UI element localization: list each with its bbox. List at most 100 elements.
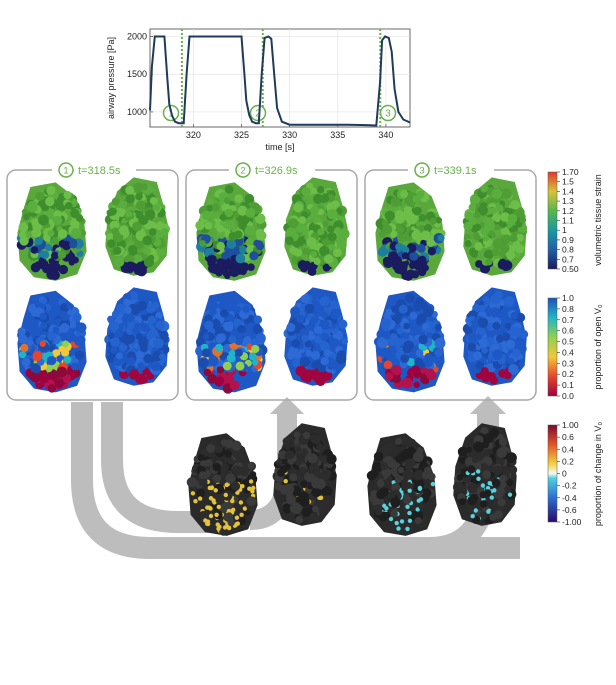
alveolus-particle [247, 462, 255, 470]
alveolus-particle [234, 194, 243, 203]
alveolus-particle [313, 372, 324, 383]
alveolus-particle [423, 224, 433, 233]
alveolus-particle [235, 253, 246, 264]
alveolus-particle [416, 190, 425, 199]
alveolus-particle [389, 333, 398, 342]
x-tick-label: 335 [330, 130, 345, 140]
lung-change-2to3-side [453, 423, 518, 526]
alveolus-particle [251, 344, 260, 354]
alveolus-particle [486, 509, 491, 514]
alveolus-particle [39, 312, 47, 321]
alveolus-particle [322, 263, 331, 272]
alveolus-particle [34, 301, 42, 308]
alveolus-particle [324, 469, 331, 476]
alveolus-particle [406, 462, 414, 470]
alveolus-particle [203, 518, 208, 523]
alveolus-particle [413, 302, 423, 312]
alveolus-particle [219, 213, 227, 221]
alveolus-particle [406, 438, 417, 449]
alveolus-particle [491, 248, 500, 257]
alveolus-particle [485, 486, 491, 491]
alveolus-particle [503, 371, 512, 380]
alveolus-particle [132, 221, 143, 232]
alveolus-particle [108, 207, 117, 216]
colorbar-tick-label: 1.2 [562, 206, 574, 216]
alveolus-particle [240, 484, 245, 489]
alveolus-particle [18, 222, 29, 233]
alveolus-particle [480, 226, 490, 236]
alveolus-particle [405, 504, 410, 509]
alveolus-particle [118, 225, 129, 236]
alveolus-particle [392, 374, 401, 384]
alveolus-particle [207, 505, 212, 510]
alveolus-particle [21, 357, 31, 367]
alveolus-particle [385, 372, 394, 381]
alveolus-particle [321, 311, 328, 319]
alveolus-particle [221, 252, 229, 260]
alveolus-particle [135, 374, 146, 385]
alveolus-particle [398, 304, 408, 314]
snapshot-time-label: t=339.1s [434, 165, 477, 177]
lung-strain-front [16, 182, 87, 281]
alveolus-particle [434, 337, 446, 349]
alveolus-particle [224, 222, 232, 230]
lung-open-front [373, 290, 446, 393]
alveolus-particle [125, 185, 135, 195]
alveolus-particle [418, 214, 427, 222]
alveolus-particle [216, 224, 225, 233]
alveolus-particle [276, 468, 285, 477]
alveolus-particle [430, 481, 436, 487]
alveolus-particle [242, 506, 248, 511]
alveolus-particle [481, 347, 488, 354]
alveolus-particle [301, 334, 309, 343]
alveolus-particle [366, 470, 377, 481]
alveolus-particle [304, 340, 312, 348]
alveolus-particle [63, 190, 72, 200]
alveolus-particle [27, 317, 36, 326]
colorbar-tick-label: 1.0 [562, 293, 574, 303]
alveolus-particle [475, 361, 485, 370]
colorbar-title: volumetric tissue strain [593, 174, 603, 266]
alveolus-particle [218, 302, 226, 310]
alveolus-particle [34, 236, 43, 246]
alveolus-particle [290, 306, 301, 317]
alveolus-particle [61, 348, 70, 357]
alveolus-particle [386, 458, 397, 469]
alveolus-particle [302, 247, 310, 256]
alveolus-particle [72, 312, 82, 322]
alveolus-particle [202, 333, 210, 340]
alveolus-particle [110, 337, 121, 348]
alveolus-particle [469, 194, 481, 205]
colorbar-tick-label: 0.7 [562, 254, 574, 264]
alveolus-particle [70, 208, 80, 219]
alveolus-particle [229, 380, 240, 391]
alveolus-particle [391, 483, 401, 492]
alveolus-particle [472, 303, 481, 313]
alveolus-particle [502, 468, 510, 476]
alveolus-particle [414, 517, 422, 525]
alveolus-particle [327, 208, 338, 220]
alveolus-particle [473, 232, 482, 241]
alveolus-particle [371, 499, 379, 506]
alveolus-particle [464, 222, 473, 231]
alveolus-particle [326, 453, 337, 465]
alveolus-particle [279, 484, 290, 495]
alveolus-particle [302, 294, 310, 302]
alveolus-particle [313, 325, 323, 335]
alveolus-particle [335, 353, 347, 365]
alveolus-particle [148, 328, 158, 338]
alveolus-particle [296, 314, 305, 324]
alveolus-particle [252, 324, 263, 335]
colorbar-tick-label: 0.9 [562, 235, 574, 245]
alveolus-particle [213, 492, 224, 503]
alveolus-particle [327, 232, 337, 242]
snapshot-index-badge [58, 162, 74, 178]
alveolus-particle [327, 225, 335, 233]
alveolus-particle [29, 324, 37, 332]
alveolus-particle [62, 340, 69, 348]
alveolus-particle [512, 348, 521, 358]
alveolus-particle [106, 233, 114, 241]
alveolus-particle [208, 307, 217, 316]
alveolus-particle [208, 355, 219, 367]
alveolus-particle [135, 192, 143, 201]
